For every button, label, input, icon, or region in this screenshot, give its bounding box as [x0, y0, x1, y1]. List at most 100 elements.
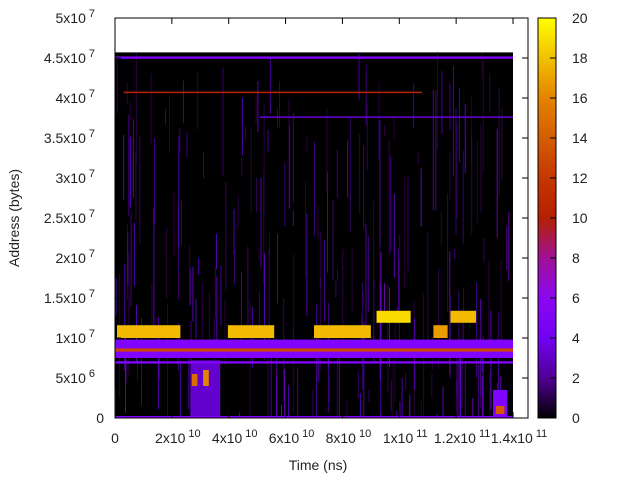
heatmap-streak	[260, 177, 262, 268]
heatmap-streak	[365, 223, 367, 331]
heatmap-streak	[130, 209, 132, 291]
y-tick-label: 3x10 7	[56, 168, 95, 186]
heatmap-region	[376, 310, 411, 323]
heatmap-streak	[150, 73, 152, 146]
heatmap-streak	[359, 134, 361, 214]
y-tick-label: 4.5x10 7	[44, 48, 95, 66]
heatmap-region	[314, 325, 371, 338]
heatmap-streak	[471, 133, 473, 235]
heatmap-streak	[481, 52, 483, 79]
heatmap-streak	[239, 412, 241, 418]
heatmap-streak	[196, 72, 198, 130]
heatmap-streak	[368, 389, 370, 402]
heatmap-streak	[335, 278, 337, 297]
heatmap-region	[433, 325, 448, 338]
heatmap-streak	[154, 138, 156, 226]
heatmap-streak	[469, 319, 471, 330]
heatmap-streak	[256, 178, 257, 213]
heatmap-streak	[442, 387, 444, 418]
heatmap-streak	[168, 94, 170, 154]
heatmap-streak	[250, 127, 252, 214]
heatmap-streak	[313, 141, 315, 236]
heatmap-streak	[179, 128, 181, 153]
heatmap-streak	[508, 212, 510, 281]
heatmap-streak	[267, 340, 269, 418]
heatmap-streak	[490, 310, 492, 410]
heatmap-streak	[317, 206, 319, 240]
heatmap-streak	[413, 84, 415, 129]
x-tick-label: 0	[111, 430, 119, 446]
heatmap-streak	[380, 321, 382, 418]
colorbar-tick-label: 0	[572, 410, 580, 426]
heatmap-region	[203, 370, 209, 386]
heatmap-streak	[288, 99, 290, 210]
heatmap-streak	[233, 208, 235, 255]
heatmap-streak	[179, 361, 181, 418]
heatmap-streak	[498, 88, 500, 195]
heatmap-streak	[192, 266, 194, 322]
heatmap-streak	[116, 54, 118, 114]
heatmap-streak	[472, 398, 474, 418]
heatmap-streak	[399, 234, 401, 249]
heatmap-streak	[208, 293, 210, 355]
heatmap-streak	[420, 401, 422, 418]
heatmap-streak	[489, 73, 491, 113]
heatmap-streak	[459, 349, 461, 385]
heatmap-streak	[455, 380, 457, 418]
colorbar-tick-label: 14	[572, 130, 588, 146]
heatmap-streak	[417, 152, 419, 165]
heatmap-region	[123, 91, 423, 94]
heatmap-streak	[482, 347, 484, 373]
heatmap-streak	[329, 376, 331, 402]
heatmap-region	[190, 360, 221, 418]
heatmap-streak	[441, 71, 443, 135]
heatmap-streak	[332, 199, 334, 281]
heatmap-streak	[392, 359, 394, 418]
heatmap-streak	[388, 139, 390, 255]
heatmap-streak	[457, 360, 459, 418]
heatmap-streak	[384, 283, 385, 312]
y-tick-label: 2.5x10 7	[44, 208, 95, 226]
heatmap-streak	[327, 172, 328, 273]
colorbar-tick-label: 8	[572, 250, 580, 266]
heatmap-streak	[378, 81, 380, 160]
heatmap-streak	[440, 211, 442, 247]
heatmap-streak	[401, 377, 403, 418]
heatmap-streak	[480, 319, 481, 409]
heatmap-streak	[267, 129, 269, 152]
heatmap-streak	[125, 330, 126, 413]
heatmap-streak	[398, 248, 400, 312]
heatmap-streak	[128, 115, 130, 216]
heatmap-streak	[237, 194, 239, 229]
heatmap-streak	[158, 352, 160, 380]
y-tick-label: 3.5x10 7	[44, 128, 95, 146]
heatmap-region	[116, 325, 181, 338]
heatmap-streak	[135, 150, 137, 221]
heatmap-streak	[387, 284, 389, 393]
heatmap-streak	[269, 233, 270, 258]
heatmap-streak	[409, 394, 411, 418]
heatmap-streak	[167, 303, 168, 418]
heatmap-streak	[363, 321, 365, 418]
heatmap-streak	[336, 334, 338, 418]
heatmap-streak	[180, 200, 182, 245]
heatmap-streak	[128, 253, 130, 376]
heatmap-streak	[489, 370, 491, 418]
heatmap-streak	[216, 276, 218, 353]
heatmap-streak	[438, 268, 440, 369]
heatmap-streak	[470, 95, 472, 164]
x-tick-label: 8x10 10	[326, 428, 372, 446]
heatmap-streak	[506, 226, 508, 270]
heatmap-streak	[203, 151, 205, 179]
heatmap-streak	[456, 121, 458, 218]
heatmap-streak	[342, 249, 344, 344]
y-tick-label: 2x10 7	[56, 248, 95, 266]
heatmap-streak	[379, 120, 381, 247]
heatmap-streak	[496, 128, 498, 238]
heatmap-streak	[324, 240, 326, 322]
heatmap-streak	[288, 384, 289, 418]
heatmap-streak	[393, 116, 395, 141]
heatmap-streak	[188, 358, 190, 410]
heatmap-streak	[404, 176, 406, 290]
